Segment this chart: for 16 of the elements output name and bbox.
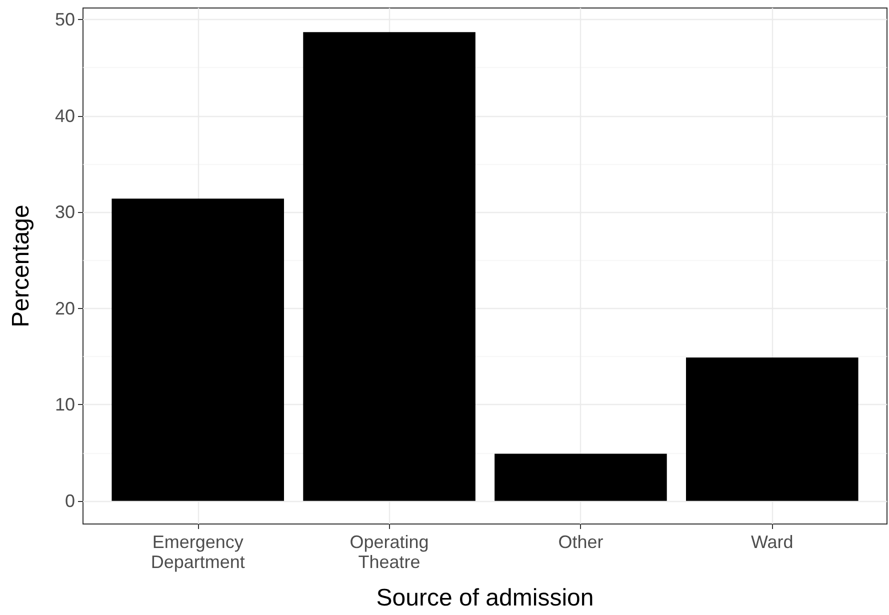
y-tick-label: 10: [54, 394, 75, 415]
bar: [686, 357, 858, 501]
x-tick-label: Other: [558, 532, 604, 552]
x-tick-label: Operating Theatre: [350, 532, 429, 572]
bar: [303, 32, 476, 501]
y-tick-label: 50: [54, 10, 75, 30]
bar: [112, 198, 284, 501]
x-tick-label: Ward: [750, 532, 794, 552]
y-tick-label: 20: [54, 298, 75, 318]
bar: [494, 454, 667, 501]
y-axis-title: Percentage: [8, 204, 34, 328]
x-axis-title: Source of admission: [376, 584, 594, 612]
y-tick-label: 0: [64, 490, 75, 511]
y-tick-label: 40: [54, 106, 75, 126]
x-tick-label: Emergency Department: [150, 532, 245, 572]
y-tick-label: 30: [54, 202, 75, 222]
